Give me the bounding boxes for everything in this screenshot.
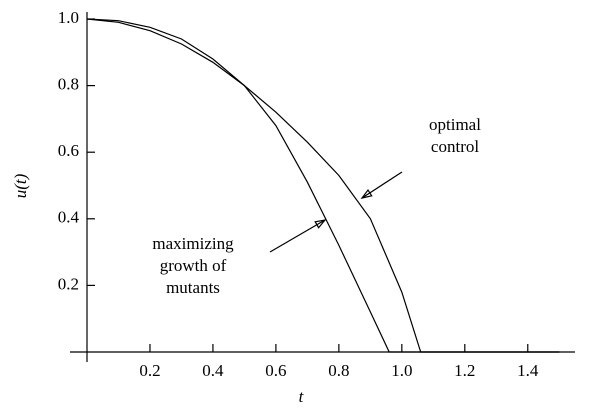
y-tick-label: 0.4 xyxy=(58,208,80,227)
arrow-head xyxy=(360,188,373,199)
line-series xyxy=(86,18,560,353)
arrow xyxy=(361,171,403,199)
x-tick-label: 1.2 xyxy=(454,361,475,380)
y-tick-label: 0.6 xyxy=(58,141,79,160)
arrow xyxy=(269,219,326,253)
x-tick-label: 0.6 xyxy=(265,361,286,380)
x-tick-label: 0.2 xyxy=(139,361,160,380)
line-series xyxy=(86,18,560,353)
x-tick-label: 1.0 xyxy=(391,361,412,380)
y-tick-label: 1.0 xyxy=(58,8,79,27)
x-axis-label: t xyxy=(299,387,305,406)
y-axis-label: u(t) xyxy=(11,173,30,198)
x-tick-label: 1.4 xyxy=(517,361,539,380)
x-tick-label: 0.8 xyxy=(328,361,349,380)
annotation: control xyxy=(431,137,479,156)
y-tick-label: 0.8 xyxy=(58,75,79,94)
annotation: optimal xyxy=(429,115,481,134)
annotation: mutants xyxy=(166,278,220,297)
annotation: growth of xyxy=(160,256,227,275)
y-tick-label: 0.2 xyxy=(58,274,79,293)
arrow-head xyxy=(314,219,327,229)
x-tick-label: 0.4 xyxy=(202,361,224,380)
annotation: maximizing xyxy=(152,234,234,253)
